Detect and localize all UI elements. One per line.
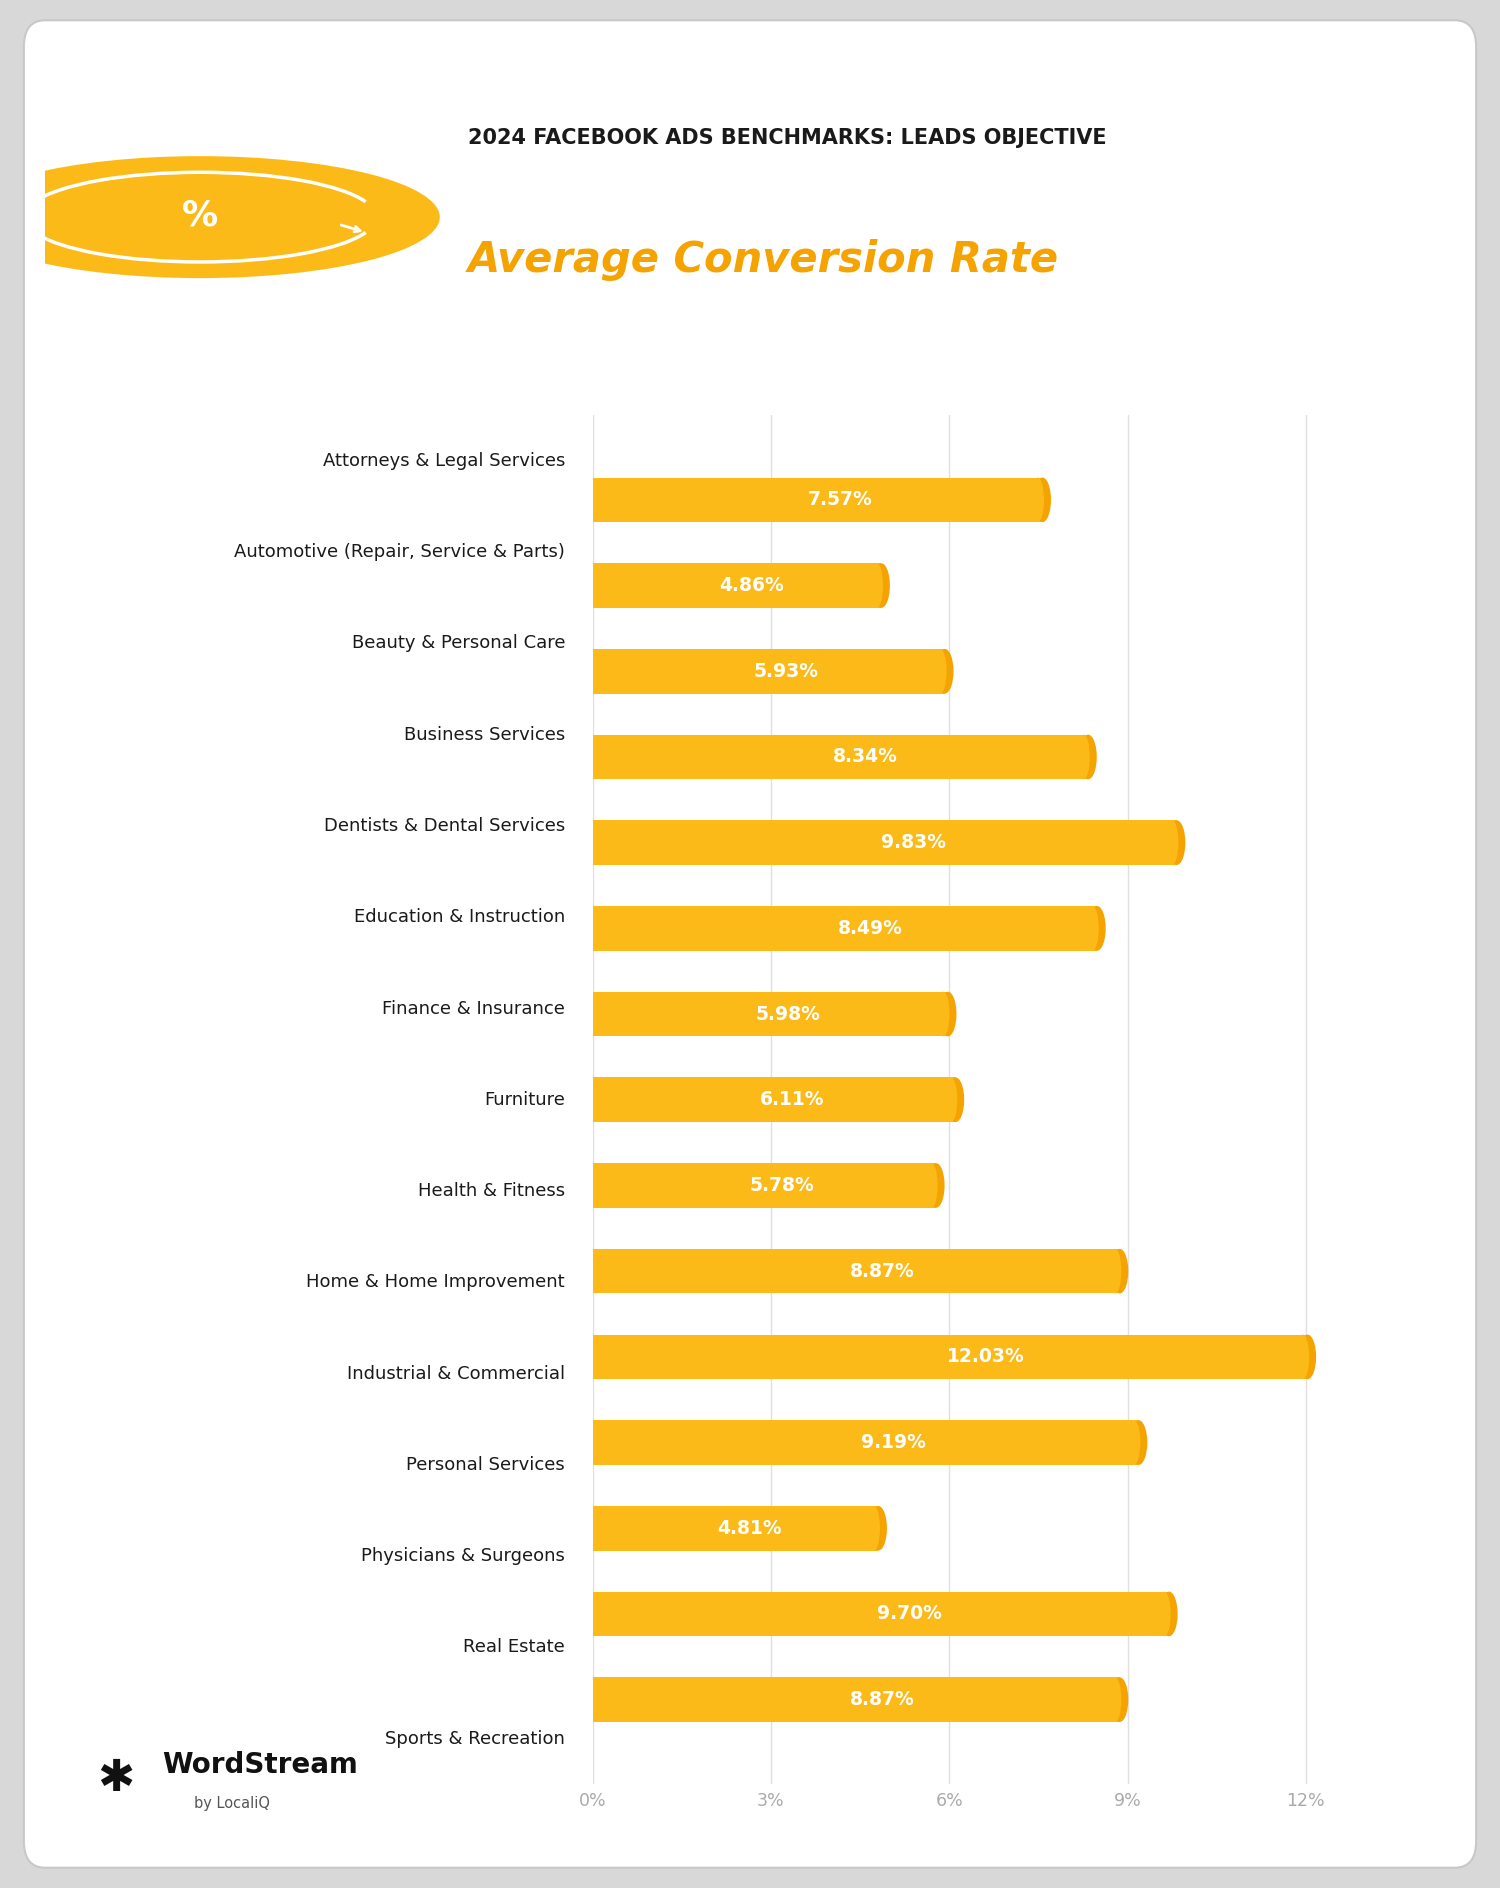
Bar bbox=[592, 1507, 879, 1550]
Ellipse shape bbox=[1080, 734, 1096, 780]
Text: Education & Instruction: Education & Instruction bbox=[354, 908, 566, 927]
Text: ✱: ✱ bbox=[98, 1756, 135, 1799]
Ellipse shape bbox=[585, 1507, 600, 1550]
Text: Personal Services: Personal Services bbox=[406, 1456, 566, 1475]
Bar bbox=[592, 563, 882, 608]
Bar bbox=[592, 991, 948, 1037]
Ellipse shape bbox=[867, 1507, 880, 1550]
Ellipse shape bbox=[585, 563, 600, 608]
Text: Sports & Recreation: Sports & Recreation bbox=[386, 1729, 566, 1748]
Text: Furniture: Furniture bbox=[484, 1091, 566, 1108]
Bar bbox=[592, 1420, 1138, 1465]
Text: 7.57%: 7.57% bbox=[807, 491, 873, 510]
Bar bbox=[592, 1248, 1120, 1293]
Bar bbox=[592, 734, 1089, 780]
Text: Industrial & Commercial: Industrial & Commercial bbox=[346, 1365, 566, 1382]
Ellipse shape bbox=[1112, 1248, 1128, 1293]
Ellipse shape bbox=[927, 1163, 945, 1208]
Text: 5.98%: 5.98% bbox=[756, 1004, 820, 1023]
Ellipse shape bbox=[585, 1335, 600, 1378]
Text: Automotive (Repair, Service & Parts): Automotive (Repair, Service & Parts) bbox=[234, 544, 566, 561]
Circle shape bbox=[0, 157, 440, 278]
Text: by LocaliQ: by LocaliQ bbox=[194, 1797, 270, 1811]
Ellipse shape bbox=[1168, 821, 1185, 865]
Ellipse shape bbox=[585, 991, 600, 1037]
Ellipse shape bbox=[1077, 734, 1090, 780]
Text: Health & Fitness: Health & Fitness bbox=[419, 1182, 566, 1201]
Ellipse shape bbox=[1166, 821, 1179, 865]
Ellipse shape bbox=[1299, 1335, 1316, 1378]
Text: 9.70%: 9.70% bbox=[878, 1605, 942, 1624]
Text: 9.83%: 9.83% bbox=[882, 833, 946, 851]
Ellipse shape bbox=[585, 1078, 600, 1121]
Text: 4.86%: 4.86% bbox=[718, 576, 784, 595]
Ellipse shape bbox=[1108, 1677, 1122, 1722]
Ellipse shape bbox=[946, 1078, 964, 1121]
Bar bbox=[592, 649, 945, 693]
Text: Average Conversion Rate: Average Conversion Rate bbox=[468, 240, 1059, 281]
Ellipse shape bbox=[1032, 478, 1044, 523]
Ellipse shape bbox=[1161, 1592, 1178, 1637]
Ellipse shape bbox=[945, 1078, 957, 1121]
Ellipse shape bbox=[934, 649, 946, 693]
Ellipse shape bbox=[585, 1248, 600, 1293]
Text: %: % bbox=[182, 198, 218, 232]
Text: Beauty & Personal Care: Beauty & Personal Care bbox=[351, 634, 566, 653]
Bar bbox=[592, 906, 1096, 952]
Text: 2024 FACEBOOK ADS BENCHMARKS: LEADS OBJECTIVE: 2024 FACEBOOK ADS BENCHMARKS: LEADS OBJE… bbox=[468, 128, 1107, 147]
Bar bbox=[592, 1335, 1308, 1378]
Ellipse shape bbox=[936, 649, 954, 693]
Ellipse shape bbox=[1298, 1335, 1310, 1378]
Ellipse shape bbox=[939, 991, 957, 1037]
FancyBboxPatch shape bbox=[24, 21, 1476, 1867]
Ellipse shape bbox=[1112, 1677, 1128, 1722]
Ellipse shape bbox=[585, 478, 600, 523]
Ellipse shape bbox=[1086, 906, 1098, 952]
Text: Home & Home Improvement: Home & Home Improvement bbox=[306, 1273, 566, 1291]
Text: 4.81%: 4.81% bbox=[717, 1518, 782, 1537]
Ellipse shape bbox=[585, 1163, 600, 1208]
Text: 8.87%: 8.87% bbox=[850, 1261, 915, 1280]
Ellipse shape bbox=[1131, 1420, 1148, 1465]
Bar bbox=[592, 1592, 1168, 1637]
Text: 5.93%: 5.93% bbox=[754, 663, 819, 682]
Text: 12.03%: 12.03% bbox=[946, 1348, 1024, 1367]
Ellipse shape bbox=[585, 734, 600, 780]
Text: Attorneys & Legal Services: Attorneys & Legal Services bbox=[322, 451, 566, 470]
Ellipse shape bbox=[1128, 1420, 1140, 1465]
Ellipse shape bbox=[585, 1592, 600, 1637]
Text: 9.19%: 9.19% bbox=[861, 1433, 926, 1452]
Bar bbox=[592, 1163, 936, 1208]
Ellipse shape bbox=[870, 1507, 886, 1550]
Ellipse shape bbox=[873, 563, 889, 608]
Ellipse shape bbox=[1158, 1592, 1170, 1637]
Ellipse shape bbox=[1089, 906, 1106, 952]
Text: WordStream: WordStream bbox=[162, 1750, 358, 1778]
Bar bbox=[592, 478, 1042, 523]
Ellipse shape bbox=[585, 1677, 600, 1722]
Text: 8.87%: 8.87% bbox=[850, 1690, 915, 1709]
Text: Business Services: Business Services bbox=[404, 725, 566, 744]
Ellipse shape bbox=[585, 821, 600, 865]
Ellipse shape bbox=[585, 906, 600, 952]
Bar bbox=[592, 1078, 956, 1121]
Text: Real Estate: Real Estate bbox=[464, 1639, 566, 1656]
Ellipse shape bbox=[585, 1420, 600, 1465]
Text: Physicians & Surgeons: Physicians & Surgeons bbox=[362, 1546, 566, 1565]
Ellipse shape bbox=[585, 649, 600, 693]
Ellipse shape bbox=[926, 1163, 938, 1208]
Text: 5.78%: 5.78% bbox=[748, 1176, 814, 1195]
Text: 8.34%: 8.34% bbox=[833, 748, 897, 767]
Bar bbox=[592, 1677, 1120, 1722]
Text: Finance & Insurance: Finance & Insurance bbox=[382, 999, 566, 1018]
Bar bbox=[592, 821, 1178, 865]
Text: 6.11%: 6.11% bbox=[760, 1089, 825, 1110]
Ellipse shape bbox=[1108, 1248, 1122, 1293]
Text: Dentists & Dental Services: Dentists & Dental Services bbox=[324, 818, 566, 834]
Ellipse shape bbox=[1034, 478, 1052, 523]
Ellipse shape bbox=[938, 991, 950, 1037]
Text: 8.49%: 8.49% bbox=[837, 919, 903, 938]
Ellipse shape bbox=[870, 563, 883, 608]
